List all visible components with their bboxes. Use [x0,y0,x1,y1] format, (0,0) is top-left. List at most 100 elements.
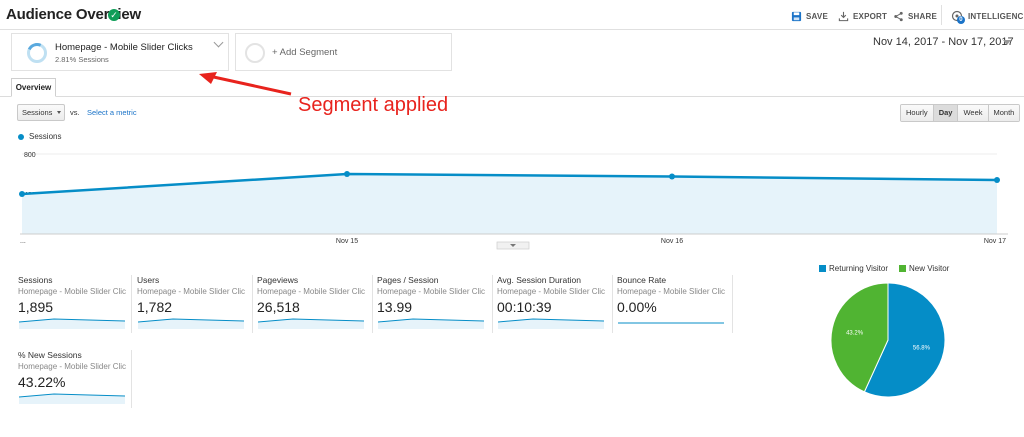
pie-slice [863,282,946,398]
top-bar: Audience Overview ✓ SAVE EXPORT SHARE 0 … [0,0,1024,30]
chevron-down-icon[interactable] [213,37,224,48]
sparkline-line [19,393,125,398]
scorecard-new-sessions[interactable]: % New Sessions Homepage - Mobile Slider C… [18,350,132,408]
intelligence-button[interactable]: 0 INTELLIGENCE [951,9,1024,24]
period-day-button[interactable]: Day [932,105,958,121]
pie-legend-new-label: New Visitor [909,264,950,273]
export-button[interactable]: EXPORT [838,9,887,23]
x-tick-label: Nov 15 [336,238,358,245]
share-button[interactable]: SHARE [893,9,937,23]
save-button[interactable]: SAVE [791,9,828,23]
scorecard-sessions[interactable]: Sessions Homepage - Mobile Slider Clicks 1… [18,275,132,333]
scorecard-segment: Homepage - Mobile Slider Clicks [18,362,126,371]
share-icon [894,11,903,21]
sessions-line [21,172,998,196]
period-month-button[interactable]: Month [987,105,1020,121]
intelligence-badge: 0 [957,15,965,24]
scorecard-title: % New Sessions [18,350,82,360]
add-segment-button[interactable]: + Add Segment [235,33,452,71]
scorecard-value: 1,895 [18,299,54,315]
scorecard-title: Users [137,275,160,285]
date-range-picker[interactable]: Nov 14, 2017 - Nov 17, 2017 [873,36,1014,48]
export-label: EXPORT [853,11,888,21]
caret-down-icon [57,111,61,114]
pie-legend-returning-label: Returning Visitor [829,264,888,273]
scorecard-title: Pages / Session [377,275,439,285]
segment-ring-icon [27,43,47,63]
pie-slice-label: 56.8% [913,345,931,351]
sparkline [138,318,244,329]
segment-ring-arc [24,40,50,66]
pie-slice-label: 43.2% [846,331,864,337]
sparkline [19,393,125,404]
sessions-point [994,177,1000,183]
vs-label: vs. [70,108,80,117]
scorecard-segment: Homepage - Mobile Slider Clicks [377,287,485,296]
sessions-point [344,171,350,177]
segment-name: Homepage - Mobile Slider Clicks [55,42,193,53]
segment-card[interactable]: Homepage - Mobile Slider Clicks 2.81% Se… [11,33,229,71]
x-tick-label: Nov 16 [661,238,683,245]
sparkline [498,318,604,329]
scorecard-segment: Homepage - Mobile Slider Clicks [137,287,245,296]
returning-visitor-swatch [819,265,826,272]
scorecard-value: 0.00% [617,299,657,315]
sparkline-area [19,394,125,404]
tab-overview[interactable]: Overview [11,78,56,97]
sparkline-line [498,318,604,323]
verified-check-icon: ✓ [108,9,120,21]
tab-divider [0,96,1024,97]
scorecard-avg-session-duration[interactable]: Avg. Session Duration Homepage - Mobile S… [497,275,613,333]
period-toggle: Hourly Day Week Month [900,104,1021,122]
sparkline-line [378,318,484,323]
empty-segment-ring-icon [245,43,265,63]
sparkline-line [258,318,364,323]
sparkline-area [138,319,244,329]
export-icon [838,11,849,21]
scorecard-pages-session[interactable]: Pages / Session Homepage - Mobile Slider … [377,275,493,333]
scorecard-segment: Homepage - Mobile Slider Clicks [18,287,126,296]
scorecard-segment: Homepage - Mobile Slider Clicks [497,287,605,296]
annotation-arrow-icon [199,72,292,96]
sessions-area [22,174,997,234]
scorecard-value: 1,782 [137,299,173,315]
sparkline-area [378,319,484,329]
metric-select[interactable]: Sessions [17,104,65,121]
pie-slice [830,282,889,393]
sparkline-area [19,319,125,329]
chart-handle-icon [510,244,516,247]
x-tick-label: ... [20,238,26,245]
scorecard-users[interactable]: Users Homepage - Mobile Slider Clicks 1,78… [137,275,253,333]
sessions-legend-swatch [18,134,24,140]
scorecard-value: 26,518 [257,299,300,315]
share-label: SHARE [908,11,938,21]
sparkline-line [138,318,244,323]
save-label: SAVE [806,11,828,21]
period-week-button[interactable]: Week [957,105,988,121]
annotation-text: Segment applied [298,94,449,116]
period-hourly-button[interactable]: Hourly [901,105,933,121]
intelligence-label: INTELLIGENCE [968,11,1024,21]
y-tick-label: 800 [24,152,36,159]
visitor-pie-chart: 56.8% 43.2% [830,282,946,398]
sparkline [19,318,125,329]
scorecard-pageviews[interactable]: Pageviews Homepage - Mobile Slider Clicks… [257,275,373,333]
scorecard-title: Avg. Session Duration [497,275,581,285]
scorecard-title: Bounce Rate [617,275,667,285]
toolbar-divider [941,5,942,25]
caret-down-icon[interactable] [1003,40,1011,45]
pie-legend-new: New Visitor [899,264,949,273]
sparkline [618,322,724,324]
select-metric-link[interactable]: Select a metric [87,108,137,117]
pie-legend-returning: Returning Visitor [819,264,888,273]
sparkline-line [19,318,125,323]
intelligence-icon: 0 [951,10,965,24]
sparkline [378,318,484,329]
sparkline-area [498,319,604,329]
sessions-legend-label: Sessions [29,132,62,141]
scorecard-bounce-rate[interactable]: Bounce Rate Homepage - Mobile Slider Clic… [617,275,733,333]
save-icon [791,11,802,21]
scorecard-value: 00:10:39 [497,299,552,315]
segment-percentage: 2.81% Sessions [55,55,109,64]
